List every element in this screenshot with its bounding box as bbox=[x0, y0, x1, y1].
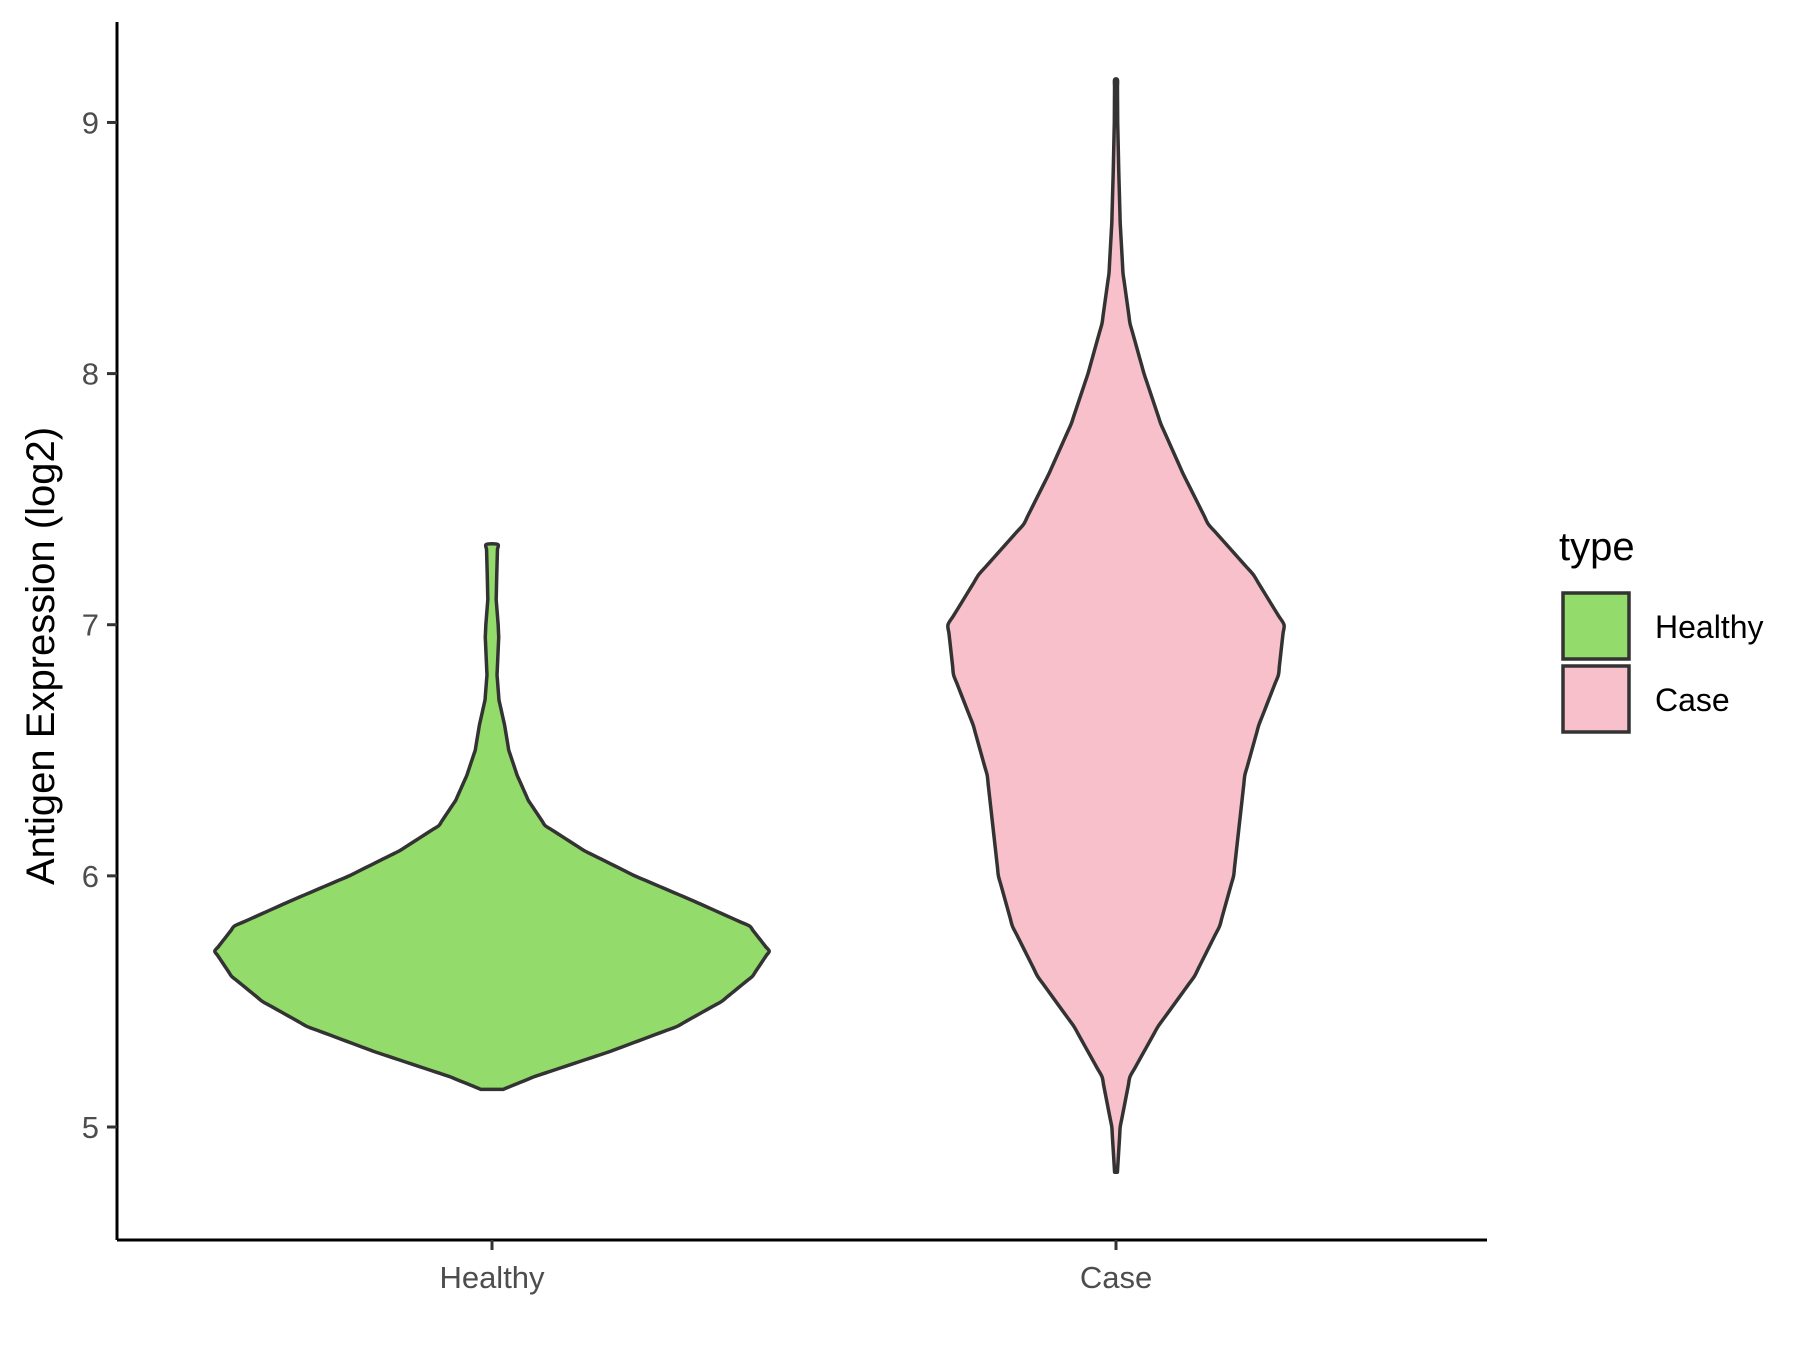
x-tick-label: Healthy bbox=[439, 1260, 545, 1295]
y-tick-label: 8 bbox=[82, 357, 99, 392]
y-tick-label: 6 bbox=[82, 859, 99, 894]
legend-label-case: Case bbox=[1655, 682, 1730, 718]
legend-title: type bbox=[1559, 525, 1635, 569]
y-axis-title: Antigen Expression (log2) bbox=[19, 427, 63, 885]
y-tick-label: 7 bbox=[82, 608, 99, 643]
x-tick-label: Case bbox=[1080, 1260, 1152, 1295]
violin-case bbox=[946, 77, 1286, 1174]
y-tick-label: 9 bbox=[82, 105, 99, 140]
violin-healthy bbox=[213, 541, 771, 1092]
legend-swatch-case bbox=[1561, 664, 1631, 734]
legend-label-healthy: Healthy bbox=[1655, 609, 1764, 645]
legend-swatch-healthy bbox=[1561, 591, 1631, 661]
y-tick-label: 5 bbox=[82, 1110, 99, 1145]
